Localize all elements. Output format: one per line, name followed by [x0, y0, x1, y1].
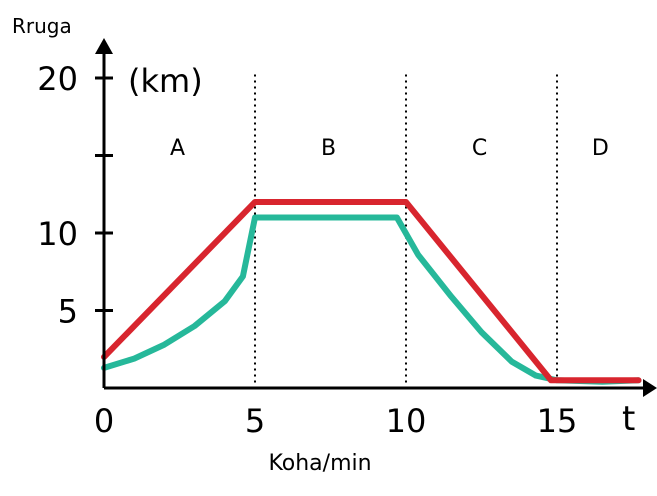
x-axis-arrow	[643, 379, 657, 397]
y-axis-arrow	[95, 38, 113, 54]
series-lines	[101, 199, 642, 385]
x-axis-name: t	[622, 399, 635, 439]
y-tick-marks: 5 10 20	[37, 60, 113, 331]
region-label: A	[170, 136, 185, 161]
y-axis-unit: (km)	[128, 62, 203, 100]
x-axis-label: Koha/min	[268, 451, 371, 476]
x-tick-labels: 0 5 10 15	[94, 402, 578, 440]
x-tick-label: 10	[386, 402, 427, 440]
region-labels: A B C D	[170, 136, 609, 161]
x-tick-label: 0	[94, 402, 114, 440]
y-tick-label: 20	[37, 60, 78, 98]
y-tick-label: 5	[58, 293, 78, 331]
x-tick-label: 15	[537, 402, 578, 440]
region-label: C	[472, 136, 487, 161]
region-label: D	[592, 136, 609, 161]
series-line-green	[101, 214, 642, 385]
y-tick-label: 10	[37, 215, 78, 253]
y-axis-name: Rruga	[12, 14, 72, 38]
series-line-red	[101, 199, 642, 384]
x-tick-label: 5	[245, 402, 265, 440]
region-label: B	[321, 136, 336, 161]
